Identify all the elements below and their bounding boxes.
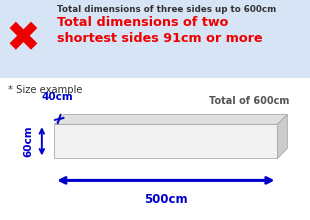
Text: 60cm: 60cm [23, 126, 33, 157]
Polygon shape [54, 114, 287, 124]
Text: 500cm: 500cm [144, 192, 188, 205]
Text: Total dimensions of two
shortest sides 91cm or more: Total dimensions of two shortest sides 9… [57, 16, 263, 45]
Text: 40cm: 40cm [42, 92, 73, 102]
Bar [54, 124, 277, 158]
Text: * Size example: * Size example [8, 85, 82, 95]
Text: ✖: ✖ [6, 19, 41, 60]
Bar [0, 0, 310, 78]
Text: Total of 600cm: Total of 600cm [209, 96, 289, 106]
Text: Total dimensions of three sides up to 600cm: Total dimensions of three sides up to 60… [57, 6, 277, 15]
Polygon shape [277, 114, 287, 158]
